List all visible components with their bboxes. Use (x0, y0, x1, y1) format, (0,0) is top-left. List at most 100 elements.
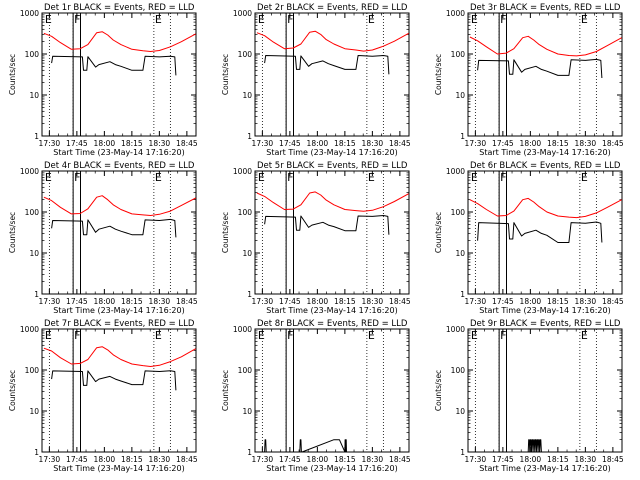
plot-frame (41, 170, 197, 295)
x-axis-label: Start Time (23-May-14 17:16:20) (479, 148, 610, 157)
x-tick-label: 18:45 (176, 297, 198, 306)
y-tick-label: 1000 (446, 325, 465, 334)
x-tick-label: 17:30 (39, 455, 61, 464)
interval-marker-label: E (368, 13, 375, 26)
interval-marker-label: E (258, 171, 265, 184)
chart-title: Det 4r BLACK = Events, RED = LLD (44, 161, 195, 171)
x-tick-label: 17:45 (66, 297, 88, 306)
x-tick-label: 18:15 (334, 455, 356, 464)
y-axis-label: Counts/sec (434, 370, 443, 411)
y-tick-label: 100 (25, 208, 40, 217)
interval-marker-label: E (155, 171, 162, 184)
time-band (498, 12, 508, 137)
x-tick-label: 18:30 (149, 139, 171, 148)
event-rate-line (51, 370, 177, 391)
plot-frame (254, 170, 410, 295)
x-tick-label: 17:30 (465, 455, 487, 464)
x-tick-label: 17:30 (252, 297, 274, 306)
y-tick-label: 1 (460, 290, 465, 299)
event-rate-line (527, 439, 542, 453)
y-tick-label: 1 (460, 448, 465, 457)
y-tick-label: 1 (247, 132, 252, 141)
x-tick-label: 17:45 (66, 139, 88, 148)
x-tick-label: 18:30 (575, 297, 597, 306)
x-tick-label: 18:00 (520, 455, 542, 464)
interval-marker-label: F (500, 171, 506, 184)
interval-marker-label: E (45, 171, 52, 184)
y-tick-label: 100 (451, 50, 466, 59)
x-tick-label: 18:30 (149, 455, 171, 464)
x-tick-label: 18:00 (307, 297, 329, 306)
x-tick-label: 18:30 (575, 455, 597, 464)
interval-marker-label: E (45, 13, 52, 26)
time-band (498, 170, 508, 295)
interval-marker-label: F (500, 329, 506, 342)
x-tick-label: 18:00 (94, 139, 116, 148)
chart-title: Det 6r BLACK = Events, RED = LLD (470, 161, 621, 171)
x-tick-label: 18:30 (362, 139, 384, 148)
interval-marker-label: E (155, 329, 162, 342)
y-tick-label: 1000 (20, 325, 39, 334)
x-tick-label: 18:15 (121, 297, 143, 306)
x-tick-label: 18:45 (176, 455, 198, 464)
y-tick-label: 1000 (233, 9, 252, 18)
lld-rate-line (256, 191, 409, 212)
x-tick-label: 18:00 (307, 139, 329, 148)
x-tick-label: 17:45 (279, 297, 301, 306)
time-band (72, 12, 81, 137)
x-tick-label: 18:15 (334, 297, 356, 306)
interval-marker-label: F (74, 329, 80, 342)
chart-title: Det 1r BLACK = Events, RED = LLD (44, 3, 195, 13)
event-rate-line (477, 58, 603, 79)
x-tick-label: 17:45 (492, 455, 514, 464)
y-tick-label: 1 (34, 290, 39, 299)
interval-marker-label: F (74, 13, 80, 26)
x-tick-label: 18:15 (121, 139, 143, 148)
x-axis-label: Start Time (23-May-14 17:16:20) (53, 148, 184, 157)
x-tick-label: 17:45 (492, 139, 514, 148)
x-axis-label: Start Time (23-May-14 17:16:20) (53, 306, 184, 315)
interval-marker-label: E (471, 13, 478, 26)
y-axis-label: Counts/sec (8, 370, 17, 411)
x-tick-label: 18:45 (389, 455, 411, 464)
time-band (72, 328, 81, 453)
x-tick-label: 18:00 (94, 297, 116, 306)
x-tick-label: 18:30 (362, 455, 384, 464)
x-tick-label: 18:00 (520, 297, 542, 306)
plot-frame (41, 12, 197, 137)
interval-marker-label: E (155, 13, 162, 26)
interval-marker-label: E (368, 171, 375, 184)
x-tick-label: 18:45 (176, 139, 198, 148)
x-axis-label: Start Time (23-May-14 17:16:20) (266, 464, 397, 473)
x-tick-label: 18:45 (389, 297, 411, 306)
plot-frame (254, 328, 410, 453)
y-tick-label: 10 (455, 407, 465, 416)
x-tick-label: 18:15 (547, 139, 569, 148)
y-tick-label: 1000 (233, 167, 252, 176)
x-axis-label: Start Time (23-May-14 17:16:20) (266, 148, 397, 157)
chart-title: Det 3r BLACK = Events, RED = LLD (470, 3, 621, 13)
y-axis-label: Counts/sec (221, 54, 230, 95)
time-band (498, 328, 508, 453)
interval-marker-label: E (258, 329, 265, 342)
x-tick-label: 18:30 (575, 139, 597, 148)
y-axis-label: Counts/sec (8, 212, 17, 253)
y-tick-label: 1 (247, 290, 252, 299)
y-tick-label: 10 (242, 249, 252, 258)
time-band (285, 12, 295, 137)
x-tick-label: 17:45 (66, 455, 88, 464)
interval-marker-label: F (287, 13, 293, 26)
interval-marker-label: E (581, 13, 588, 26)
interval-marker-label: E (581, 171, 588, 184)
x-tick-label: 18:00 (520, 139, 542, 148)
plot-frame (467, 12, 623, 137)
y-tick-label: 100 (25, 50, 40, 59)
